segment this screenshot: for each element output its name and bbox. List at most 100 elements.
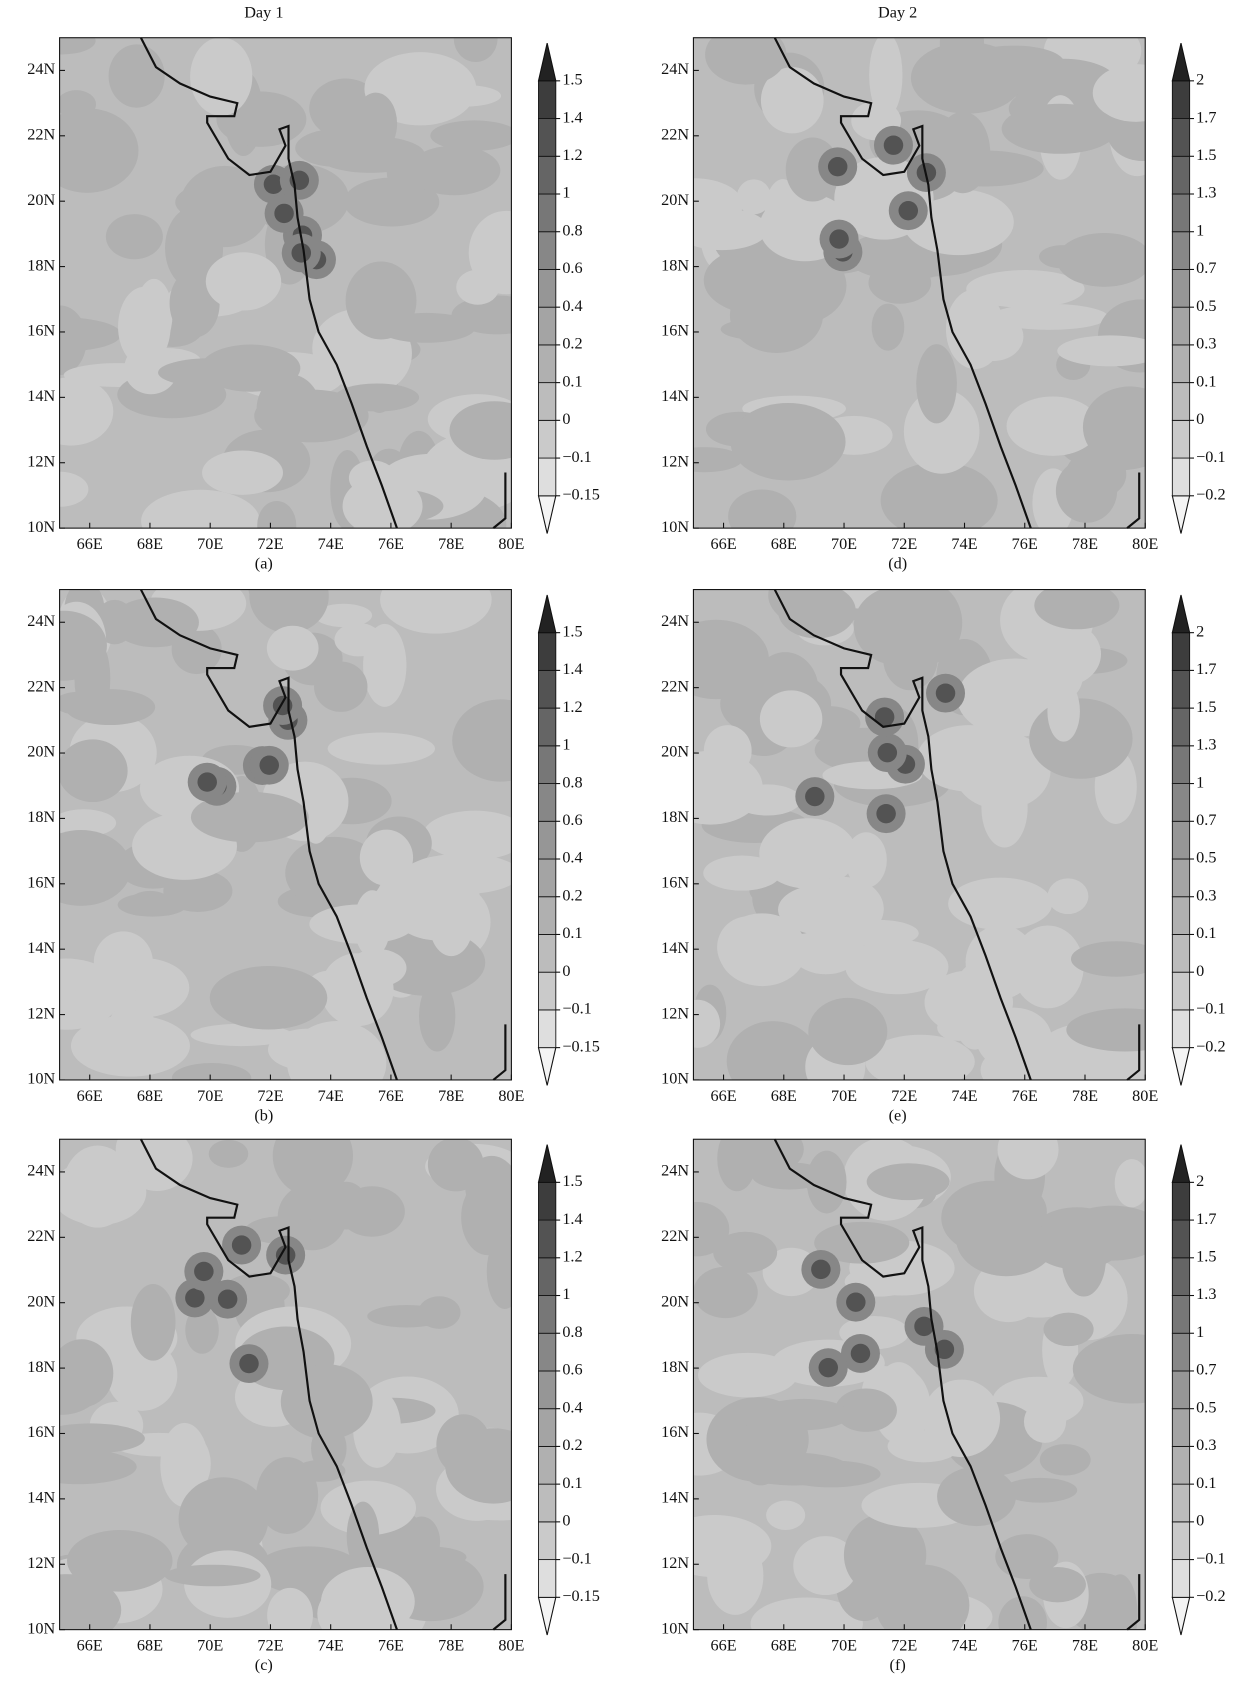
colorbar-box (538, 118, 557, 157)
field-blob (818, 1357, 839, 1378)
colorbar-label: 0 (1196, 962, 1204, 980)
colorbar-extend-high (1171, 594, 1191, 634)
colorbar-box (1171, 118, 1191, 157)
colorbar-label: 0.8 (562, 221, 582, 239)
panel-label: (b) (254, 1106, 273, 1124)
field-patch (801, 876, 884, 941)
colorbar-label: 1.4 (562, 108, 582, 126)
colorbar-label: 0 (562, 410, 570, 428)
colorbar-label: 1.5 (562, 71, 582, 89)
colorbar-label: 1 (562, 1285, 570, 1303)
field-patch (1039, 1444, 1091, 1476)
x-tick-label: 80E (1132, 535, 1158, 553)
y-tick-label: 18N (27, 1358, 55, 1376)
colorbar-box (538, 269, 557, 308)
colorbar-box (1171, 80, 1191, 119)
x-tick-label: 76E (1012, 1637, 1038, 1655)
x-tick-label: 76E (1012, 1087, 1038, 1105)
field-patch (937, 1466, 1016, 1527)
field-patch (733, 784, 801, 816)
y-tick-label: 14N (27, 939, 55, 957)
field-patch (1047, 878, 1089, 915)
colorbar-label: 0 (562, 962, 570, 980)
field-patch (757, 1398, 851, 1431)
y-tick-label: 14N (661, 1489, 689, 1507)
field-patch (449, 401, 512, 460)
x-tick-label: 68E (771, 1087, 797, 1105)
field-patch (1114, 1159, 1146, 1208)
field-blob (935, 683, 956, 703)
colorbar-label: 0.3 (1196, 335, 1216, 353)
y-tick-label: 14N (661, 387, 689, 405)
field-patch (1066, 1008, 1146, 1052)
field-patch (736, 405, 836, 455)
panel: 66E 68E 70E 72E 74E 76E 78E 80E 10N 12N 14N 16N 18N 2… (27, 1138, 600, 1674)
field-patch (760, 67, 824, 134)
colorbar-label: 0 (1196, 410, 1204, 428)
colorbar-box (538, 669, 557, 709)
y-tick-label: 20N (661, 191, 689, 209)
field-patch (430, 120, 512, 151)
field-patch (141, 489, 260, 529)
field-patch (314, 661, 368, 712)
colorbar-label: 0.8 (562, 1323, 582, 1341)
y-tick-label: 14N (27, 387, 55, 405)
coastline (773, 37, 1032, 529)
field-patch (59, 1574, 122, 1630)
field-patch (59, 1449, 137, 1485)
colorbar-label: −0.1 (562, 1549, 591, 1567)
field-patch (990, 303, 1108, 330)
field-patch (59, 108, 139, 193)
field-patch (693, 447, 743, 473)
panel: 66E 68E 70E 72E 74E 76E 78E 80E 10N 12N 14N 16N 18N 2… (661, 1138, 1226, 1674)
colorbar-label: 0.6 (562, 811, 582, 829)
x-tick-label: 70E (831, 1087, 857, 1105)
y-tick-label: 10N (27, 518, 55, 536)
field-patch (1043, 1312, 1094, 1347)
colorbar-box (538, 1483, 557, 1523)
field-patch (1026, 621, 1102, 687)
x-tick-label: 74E (318, 535, 344, 553)
plot-frame (59, 37, 512, 529)
y-tick-label: 10N (661, 1619, 689, 1637)
coastline (1126, 1574, 1141, 1631)
field-patch (693, 208, 769, 251)
field-patch (835, 1388, 897, 1432)
coastline (1126, 1024, 1141, 1081)
x-tick-label: 74E (951, 535, 977, 553)
colorbar-box (538, 306, 557, 346)
coastline (1126, 472, 1141, 529)
field-patch (380, 589, 492, 634)
field-patch (759, 818, 857, 889)
field-patch (111, 597, 199, 648)
field-patch (926, 150, 1044, 187)
colorbar-box (1171, 306, 1191, 346)
y-tick-label: 20N (27, 743, 55, 761)
y-tick-label: 12N (27, 452, 55, 470)
colorbar-box (538, 155, 557, 195)
x-tick-label: 68E (137, 535, 163, 553)
field-patch (1029, 698, 1133, 779)
field-patch (59, 471, 89, 507)
colorbar-box (1171, 1559, 1191, 1598)
field-blob (185, 1288, 205, 1308)
colorbar-label: 0.3 (1196, 886, 1216, 904)
colorbar-extend-low (537, 495, 557, 534)
field-patch (190, 37, 253, 116)
field-patch (916, 344, 957, 424)
colorbar-box (538, 896, 557, 935)
field-patch (806, 1150, 847, 1214)
field-patch (845, 832, 887, 888)
x-tick-label: 76E (1012, 535, 1038, 553)
y-tick-label: 18N (661, 808, 689, 826)
field-patch (717, 1139, 757, 1192)
colorbar-box (538, 971, 557, 1011)
colorbar-label: 1.5 (1196, 146, 1216, 164)
x-tick-label: 66E (710, 1637, 736, 1655)
field-patch (314, 603, 373, 628)
field-patch (59, 377, 114, 446)
y-tick-label: 16N (27, 874, 55, 892)
colorbar-extend-low (1171, 1047, 1191, 1086)
y-tick-label: 18N (661, 1358, 689, 1376)
field-patch (59, 610, 107, 681)
